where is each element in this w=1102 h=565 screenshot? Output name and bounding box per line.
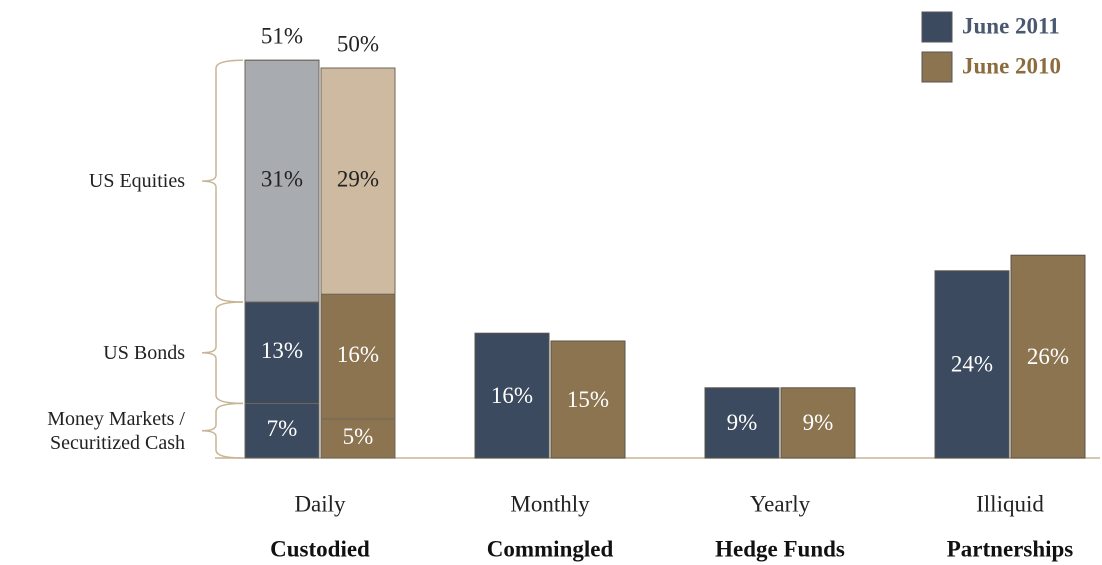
- value-label: 15%: [567, 387, 609, 412]
- segment-name: Money Markets / Securitized Cash: [47, 407, 185, 454]
- value-label: 26%: [1027, 344, 1069, 369]
- bar-segment: [320, 67, 396, 295]
- segment-value-label: 7%: [267, 416, 298, 441]
- total-label: 51%: [261, 23, 303, 48]
- segment-name: US Equities: [88, 170, 185, 193]
- segment-value-label: 29%: [337, 166, 379, 191]
- category-group-label: Partnerships: [947, 536, 1074, 561]
- segment-value-label: 13%: [261, 338, 303, 363]
- value-label: 9%: [803, 410, 834, 435]
- bar: [474, 332, 550, 459]
- segment-value-label: 31%: [261, 166, 303, 191]
- legend-swatch: [921, 51, 953, 83]
- category-group-label: Custodied: [270, 536, 370, 561]
- bar: [934, 270, 1010, 459]
- legend-swatch: [921, 11, 953, 43]
- legend-label: June 2011: [962, 13, 1060, 38]
- total-label: 50%: [337, 31, 379, 56]
- category-group-label: Hedge Funds: [715, 536, 845, 561]
- value-label: 9%: [727, 410, 758, 435]
- bar: [1010, 254, 1086, 459]
- value-label: 24%: [951, 352, 993, 377]
- bar-segment: [244, 301, 320, 404]
- bar: [780, 387, 856, 459]
- bar: [550, 340, 626, 459]
- category-group-label: Commingled: [487, 536, 614, 561]
- legend-label: June 2010: [962, 53, 1061, 78]
- bar: [704, 387, 780, 459]
- x-tick-label: Illiquid: [976, 491, 1044, 516]
- brace: [201, 59, 244, 303]
- brace: [201, 301, 244, 405]
- x-tick-label: Yearly: [750, 491, 811, 516]
- x-tick-label: Daily: [294, 491, 346, 516]
- segment-value-label: 5%: [343, 424, 374, 449]
- bar-segment: [320, 418, 396, 459]
- segment-name: US Bonds: [103, 341, 185, 364]
- bar-total: [244, 59, 320, 459]
- brace: [201, 402, 244, 459]
- bar-total: [320, 67, 396, 459]
- value-label: 16%: [491, 383, 533, 408]
- segment-value-label: 16%: [337, 342, 379, 367]
- x-tick-label: Monthly: [510, 491, 590, 516]
